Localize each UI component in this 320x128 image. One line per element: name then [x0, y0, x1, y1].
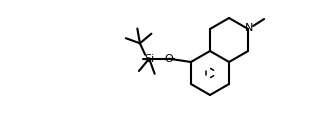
Text: Si: Si [144, 54, 154, 64]
Text: N: N [245, 23, 253, 33]
Text: O: O [165, 54, 173, 64]
